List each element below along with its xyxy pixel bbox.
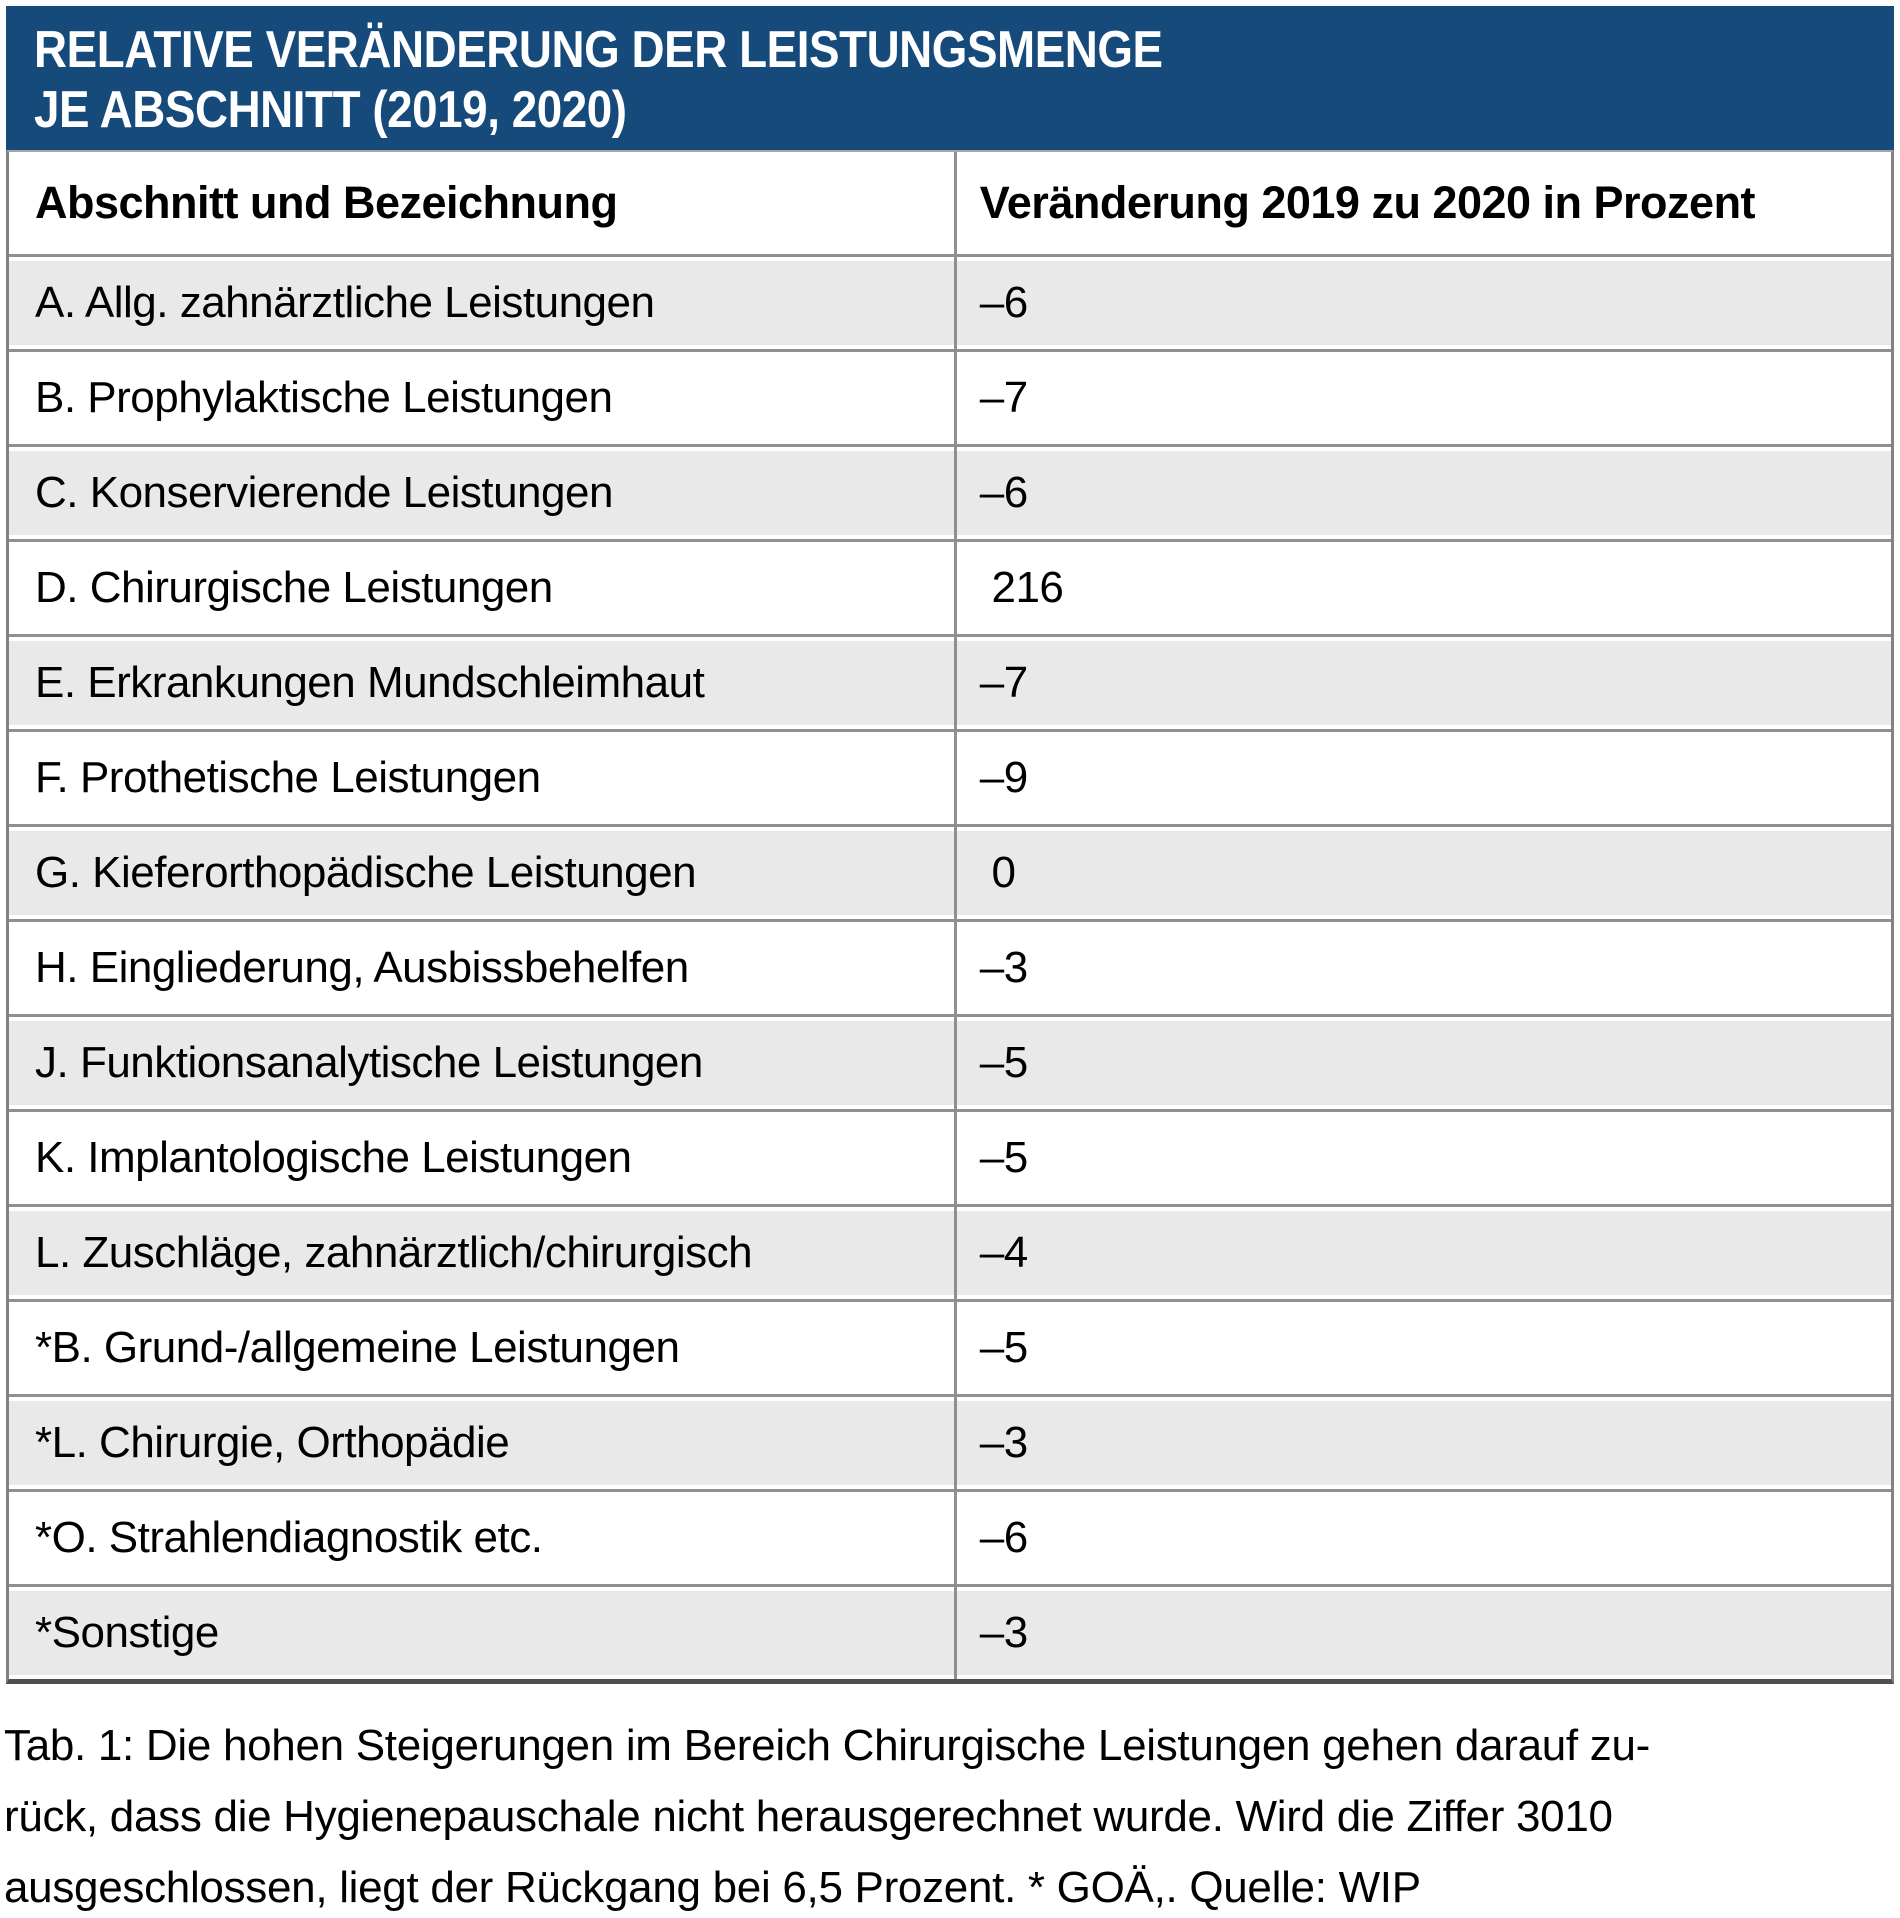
row-value: –9: [979, 753, 1028, 802]
row-label: *O. Strahlendiagnostik etc.: [35, 1513, 543, 1562]
row-label: E. Erkrankungen Mundschleimhaut: [35, 658, 705, 707]
table-row: D. Chirurgische Leistungen 216: [9, 539, 1891, 634]
row-value: –3: [979, 1608, 1028, 1657]
row-value: 0: [979, 848, 1016, 897]
row-value: –5: [979, 1323, 1028, 1372]
column-header-abschnitt: Abschnitt und Bezeichnung: [35, 177, 618, 228]
row-label: *Sonstige: [35, 1608, 219, 1657]
table-row: C. Konservierende Leistungen –6: [9, 444, 1891, 539]
row-label: H. Eingliederung, Ausbissbehelfen: [35, 943, 689, 992]
row-label: D. Chirurgische Leistungen: [35, 563, 553, 612]
row-value: –7: [979, 658, 1028, 707]
table-row: *L. Chirurgie, Orthopädie –3: [9, 1394, 1891, 1489]
table-row: H. Eingliederung, Ausbissbehelfen –3: [9, 919, 1891, 1014]
row-label: G. Kieferorthopädische Leistungen: [35, 848, 697, 897]
caption-line-1: Tab. 1: Die hohen Steigerungen im Bereic…: [4, 1721, 1651, 1770]
row-label: *B. Grund-/allgemeine Leistungen: [35, 1323, 680, 1372]
table-row: E. Erkrankungen Mundschleimhaut –7: [9, 634, 1891, 729]
table-row: G. Kieferorthopädische Leistungen 0: [9, 824, 1891, 919]
table-title-line-1: RELATIVE VERÄNDERUNG DER LEISTUNGSMENGE: [34, 21, 1163, 79]
column-divider: [953, 152, 957, 1679]
row-value: –4: [979, 1228, 1028, 1277]
table-body: A. Allg. zahnärztliche Leistungen –6 B. Pr…: [9, 254, 1891, 1679]
table-title-line-2: JE ABSCHNITT (2019, 2020): [34, 81, 627, 139]
row-value: –6: [979, 468, 1028, 517]
table-row: *Sonstige –3: [9, 1584, 1891, 1679]
row-value: –6: [979, 1513, 1028, 1562]
table-header-row: Abschnitt und Bezeichnung Veränderung 20…: [9, 152, 1891, 254]
row-label: C. Konservierende Leistungen: [35, 468, 613, 517]
table-caption: Tab. 1: Die hohen Steigerungen im Bereic…: [4, 1710, 1860, 1918]
data-table: Abschnitt und Bezeichnung Veränderung 20…: [6, 150, 1894, 1684]
row-value: –5: [979, 1038, 1028, 1087]
table-title-bar: RELATIVE VERÄNDERUNG DER LEISTUNGSMENGE …: [6, 6, 1894, 150]
row-label: F. Prothetische Leistungen: [35, 753, 541, 802]
row-label: L. Zuschläge, zahnärztlich/chirurgisch: [35, 1228, 753, 1277]
row-value: –6: [979, 278, 1028, 327]
row-label: K. Implantologische Leistungen: [35, 1133, 632, 1182]
row-value: –7: [979, 373, 1028, 422]
row-label: B. Prophylaktische Leistungen: [35, 373, 613, 422]
column-header-veraenderung: Veränderung 2019 zu 2020 in Prozent: [979, 177, 1756, 228]
table-row: K. Implantologische Leistungen –5: [9, 1109, 1891, 1204]
row-value: –3: [979, 1418, 1028, 1467]
table-row: *B. Grund-/allgemeine Leistungen –5: [9, 1299, 1891, 1394]
table-row: *O. Strahlendiagnostik etc. –6: [9, 1489, 1891, 1584]
row-value: –3: [979, 943, 1028, 992]
table-row: L. Zuschläge, zahnärztlich/chirurgisch –4: [9, 1204, 1891, 1299]
row-label: J. Funktionsanalytische Leistungen: [35, 1038, 703, 1087]
row-value: 216: [979, 563, 1064, 612]
table-row: B. Prophylaktische Leistungen –7: [9, 349, 1891, 444]
table-row: A. Allg. zahnärztliche Leistungen –6: [9, 254, 1891, 349]
caption-line-3: ausgeschlossen, liegt der Rückgang bei 6…: [4, 1863, 1421, 1912]
caption-line-2: rück, dass die Hygienepauschale nicht he…: [4, 1792, 1613, 1841]
row-label: *L. Chirurgie, Orthopädie: [35, 1418, 510, 1467]
table-row: F. Prothetische Leistungen –9: [9, 729, 1891, 824]
row-label: A. Allg. zahnärztliche Leistungen: [35, 278, 655, 327]
row-value: –5: [979, 1133, 1028, 1182]
table-row: J. Funktionsanalytische Leistungen –5: [9, 1014, 1891, 1109]
